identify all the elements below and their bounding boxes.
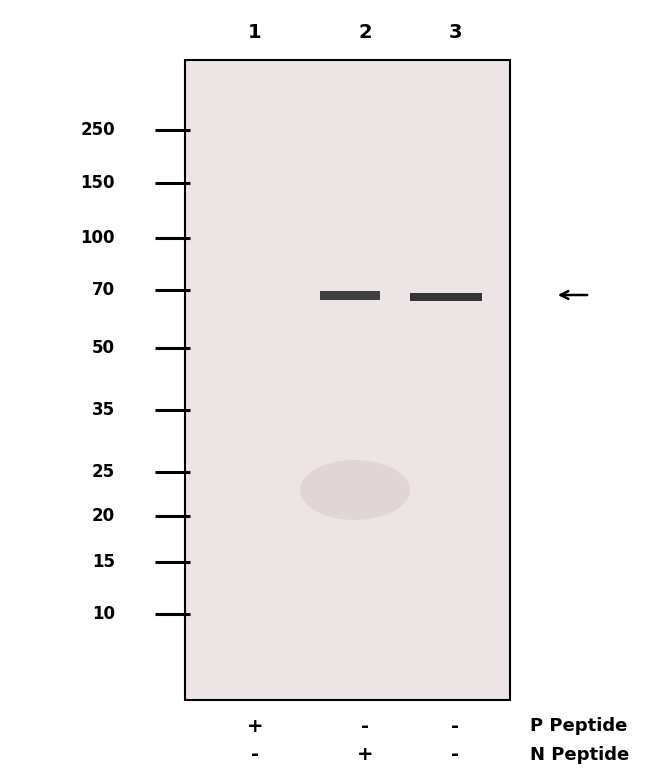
Text: 1: 1 — [248, 23, 262, 42]
Text: 70: 70 — [92, 281, 115, 299]
Text: N Peptide: N Peptide — [530, 746, 629, 764]
Text: 150: 150 — [81, 174, 115, 192]
Text: -: - — [451, 746, 459, 764]
Ellipse shape — [300, 460, 410, 520]
Bar — [320, 291, 380, 300]
Text: 25: 25 — [92, 463, 115, 481]
Text: 3: 3 — [448, 23, 461, 42]
Text: 2: 2 — [358, 23, 372, 42]
Text: -: - — [451, 717, 459, 735]
Text: -: - — [361, 717, 369, 735]
Text: 50: 50 — [92, 339, 115, 357]
Text: +: + — [357, 746, 373, 764]
Text: 100: 100 — [81, 229, 115, 247]
Text: 35: 35 — [92, 401, 115, 419]
Text: +: + — [247, 717, 263, 735]
Text: 20: 20 — [92, 507, 115, 525]
Text: 15: 15 — [92, 553, 115, 571]
Bar — [410, 293, 482, 301]
Text: 250: 250 — [81, 121, 115, 139]
Text: -: - — [251, 746, 259, 764]
Text: 10: 10 — [92, 605, 115, 623]
Text: P Peptide: P Peptide — [530, 717, 627, 735]
Bar — [185, 60, 510, 700]
